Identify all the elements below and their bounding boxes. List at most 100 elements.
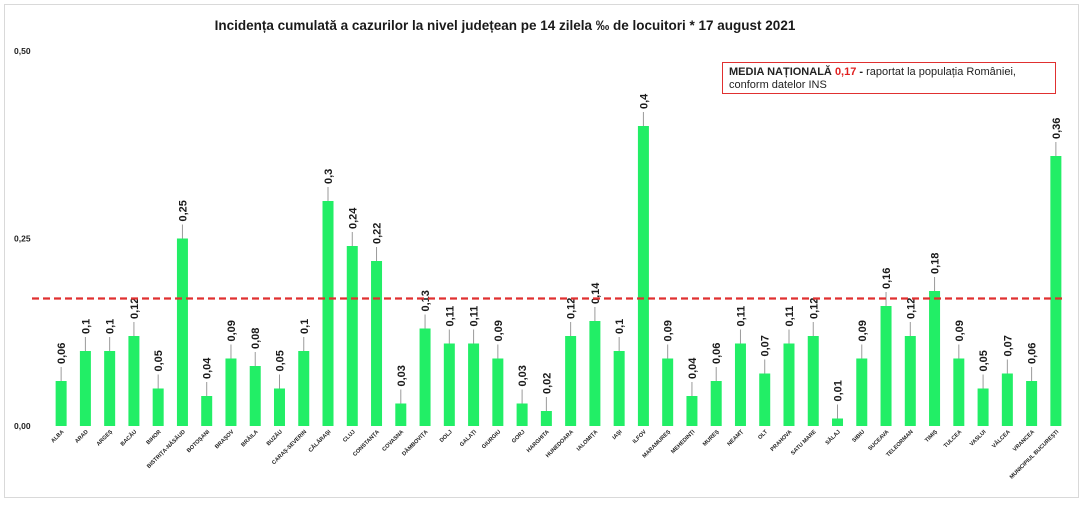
- value-label: 0,18: [930, 253, 942, 274]
- value-label: 0,11: [784, 306, 796, 327]
- value-label: 0,02: [541, 373, 553, 394]
- category-label: OLT: [757, 429, 769, 441]
- bar: [977, 388, 989, 426]
- y-tick-label: 0,25: [14, 234, 31, 244]
- bar: [1050, 156, 1062, 426]
- value-label: 0,1: [299, 319, 311, 334]
- value-label: 0,09: [954, 320, 966, 341]
- value-label: 0,04: [687, 357, 699, 379]
- value-label: 0,05: [274, 350, 286, 371]
- bar: [710, 381, 722, 426]
- bar: [613, 351, 625, 426]
- bar: [492, 358, 504, 426]
- chart-title: Incidența cumulată a cazurilor la nivel …: [214, 18, 796, 33]
- value-label: 0,12: [905, 298, 917, 319]
- value-label: 0,11: [444, 306, 456, 327]
- category-label: MEHEDINȚI: [670, 429, 696, 455]
- category-label: HARGHITA: [526, 429, 551, 454]
- value-label: 0,04: [202, 357, 214, 379]
- value-label: 0,03: [517, 365, 529, 386]
- bar: [79, 351, 91, 426]
- bar: [662, 358, 674, 426]
- bar: [322, 201, 334, 426]
- category-label: TIMIȘ: [924, 429, 939, 444]
- bar: [1026, 381, 1038, 426]
- category-label: CĂLĂRAȘI: [307, 428, 333, 454]
- bar: [734, 343, 746, 426]
- category-label: GALAȚI: [459, 429, 478, 448]
- category-label: ILFOV: [632, 429, 648, 445]
- category-label: IALOMIȚA: [576, 429, 599, 452]
- value-label: 0,09: [663, 320, 675, 341]
- category-label: VASLUI: [969, 429, 988, 448]
- bar: [807, 336, 819, 426]
- value-label: 0,22: [372, 223, 384, 244]
- bar: [516, 403, 528, 426]
- bar: [759, 373, 771, 426]
- value-label: 0,13: [420, 290, 432, 311]
- value-label: 0,14: [590, 282, 602, 304]
- value-label: 0,1: [105, 319, 117, 334]
- bar: [395, 403, 407, 426]
- legend-dash: -: [856, 66, 867, 78]
- bar: [201, 396, 213, 426]
- bar: [880, 306, 892, 426]
- legend-text-line2: conform datelor INS: [729, 79, 827, 91]
- bar: [346, 246, 358, 426]
- value-label: 0,3: [323, 169, 335, 184]
- value-label: 0,01: [833, 380, 845, 401]
- value-label: 0,08: [250, 328, 262, 349]
- category-label: TULCEA: [943, 429, 963, 449]
- value-label: 0,03: [396, 365, 408, 386]
- bar: [783, 343, 795, 426]
- category-label: DÂMBOVIȚA: [401, 428, 430, 457]
- legend-value: 0,17: [834, 66, 857, 78]
- bar: [152, 388, 164, 426]
- value-label: 0,36: [1051, 118, 1063, 139]
- bar: [904, 336, 916, 426]
- category-label: PRAHOVA: [770, 429, 794, 453]
- category-label: GIURGIU: [481, 429, 502, 450]
- category-label: ARAD: [74, 429, 90, 445]
- category-label: BOTOȘANI: [186, 429, 211, 454]
- value-label: 0,4: [638, 93, 650, 109]
- bar: [565, 336, 577, 426]
- bar: [1001, 373, 1013, 426]
- category-label: GORJ: [511, 429, 526, 444]
- category-label: SĂLAJ: [824, 428, 842, 446]
- bar: [953, 358, 965, 426]
- y-tick-label: 0,00: [14, 421, 31, 431]
- national-average-legend: MEDIA NAȚIONALĂ 0,17 - raportat la popul…: [722, 62, 1056, 94]
- category-label: VÂLCEA: [991, 428, 1012, 449]
- value-label: 0,25: [177, 200, 189, 221]
- bar: [468, 343, 480, 426]
- category-label: MUREȘ: [702, 429, 721, 448]
- value-label: 0,11: [735, 306, 747, 327]
- value-label: 0,16: [881, 268, 893, 289]
- category-label: IAȘI: [612, 429, 624, 441]
- value-label: 0,06: [1027, 343, 1039, 364]
- value-label: 0,09: [493, 320, 505, 341]
- bar: [637, 126, 649, 426]
- bar: [371, 261, 383, 426]
- value-label: 0,24: [347, 207, 359, 229]
- value-label: 0,12: [129, 298, 141, 319]
- category-label: VRANCEA: [1012, 429, 1036, 453]
- value-label: 0,1: [80, 319, 92, 334]
- bar: [686, 396, 698, 426]
- bar: [273, 388, 285, 426]
- bar: [929, 291, 941, 426]
- category-label: BACĂU: [119, 428, 138, 447]
- value-label: 0,05: [978, 350, 990, 371]
- value-label: 0,06: [711, 343, 723, 364]
- category-label: DOLJ: [439, 429, 454, 444]
- bar: [419, 328, 431, 426]
- legend-label: MEDIA NAȚIONALĂ: [729, 66, 832, 78]
- bar: [589, 321, 601, 426]
- category-label: COVASNA: [381, 429, 405, 453]
- category-label: BIHOR: [146, 429, 163, 446]
- category-label: ALBA: [50, 429, 65, 444]
- category-label: ARGEȘ: [96, 429, 114, 447]
- bar: [55, 381, 67, 426]
